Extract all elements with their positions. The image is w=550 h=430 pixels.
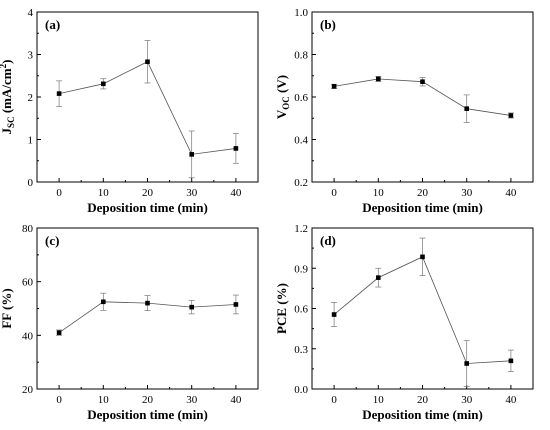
- data-point: [508, 358, 514, 364]
- data-point: [464, 106, 469, 111]
- y-axis-label: FF (%): [0, 288, 14, 328]
- x-axis-label: Deposition time (min): [362, 200, 483, 215]
- data-point: [56, 91, 62, 96]
- y-axis-label: PCE (%): [274, 283, 289, 334]
- x-tick-label: 30: [461, 187, 473, 199]
- chart-panel-3: 0 10 20 30 40 0.0 0.3 0.6 0.9 1.2 (d) Deposition ti…: [274, 223, 534, 422]
- data-point: [464, 361, 469, 366]
- x-tick-label: 0: [56, 187, 62, 199]
- x-tick-label: 20: [417, 187, 429, 199]
- data-point: [145, 300, 150, 306]
- y-tick-label: 0.6: [294, 304, 308, 316]
- y-tick-label: 60: [22, 277, 34, 289]
- panel-label: (a): [45, 17, 60, 32]
- y-tick-label: 0.0: [294, 384, 308, 396]
- data-point: [331, 312, 337, 317]
- x-tick-label: 0: [331, 187, 337, 199]
- panel-label: (b): [320, 17, 336, 32]
- x-tick-label: 20: [142, 187, 154, 199]
- x-tick-label: 40: [230, 187, 242, 199]
- y-tick-label: 0: [28, 177, 34, 189]
- x-tick-label: 30: [186, 394, 198, 406]
- x-tick-label: 0: [56, 394, 62, 406]
- chart-panel-0: 0 10 20 30 40 0 1 2 3 4 (a) Deposition time (min) JS…: [0, 7, 259, 215]
- x-axis-label: Deposition time (min): [87, 407, 208, 422]
- chart-panel-2: 0 10 20 30 40 20 40 60 80 (c) Deposition time (min…: [0, 223, 259, 422]
- y-tick-label: 20: [22, 384, 34, 396]
- data-point: [376, 275, 381, 280]
- y-tick-label: 1.2: [294, 223, 308, 235]
- panel-label: (c): [45, 233, 59, 248]
- y-tick-label: 40: [22, 330, 34, 342]
- x-tick-label: 30: [461, 394, 473, 406]
- data-point: [101, 81, 106, 87]
- x-tick-label: 0: [331, 394, 337, 406]
- x-tick-label: 40: [230, 394, 242, 406]
- x-tick-label: 40: [505, 187, 517, 199]
- data-point: [101, 299, 106, 305]
- data-point: [508, 113, 514, 118]
- y-tick-label: 1.0: [294, 7, 308, 19]
- y-tick-label: 4: [28, 7, 34, 19]
- chart-panel-1: 0 10 20 30 40 0.2 0.4 0.6 0.8 1.0 (b) Deposition ti…: [274, 7, 534, 215]
- data-point: [376, 76, 381, 82]
- plot-frame: [311, 11, 534, 183]
- y-axis-label: JSC (mA/cm2): [0, 60, 16, 135]
- data-point: [189, 152, 194, 157]
- data-point: [145, 59, 150, 65]
- y-tick-label: 0.9: [294, 263, 308, 275]
- y-tick-label: 0.3: [294, 344, 308, 356]
- x-tick-label: 10: [373, 394, 385, 406]
- data-point: [331, 84, 337, 89]
- y-tick-label: 80: [22, 223, 34, 235]
- y-tick-label: 0.8: [294, 50, 308, 62]
- y-tick-label: 0.2: [294, 177, 308, 189]
- x-tick-label: 20: [142, 394, 154, 406]
- x-tick-label: 10: [373, 187, 385, 199]
- data-point: [189, 304, 194, 310]
- data-point: [56, 330, 62, 335]
- plot-frame: [36, 11, 259, 183]
- data-point: [420, 254, 425, 260]
- y-tick-label: 0.4: [294, 135, 308, 147]
- panel-label: (d): [320, 233, 336, 248]
- x-tick-label: 40: [505, 394, 517, 406]
- data-point: [420, 79, 425, 84]
- x-tick-label: 10: [98, 394, 110, 406]
- y-axis-label: VOC (V): [274, 75, 291, 119]
- x-axis-label: Deposition time (min): [362, 407, 483, 422]
- y-tick-label: 1: [28, 135, 34, 147]
- y-tick-label: 0.6: [294, 92, 308, 104]
- x-tick-label: 20: [417, 394, 429, 406]
- x-tick-label: 30: [186, 187, 198, 199]
- data-point: [233, 146, 239, 151]
- y-tick-label: 3: [28, 50, 34, 62]
- y-tick-label: 2: [28, 92, 34, 104]
- x-axis-label: Deposition time (min): [87, 200, 208, 215]
- data-point: [233, 302, 239, 307]
- x-tick-label: 10: [98, 187, 110, 199]
